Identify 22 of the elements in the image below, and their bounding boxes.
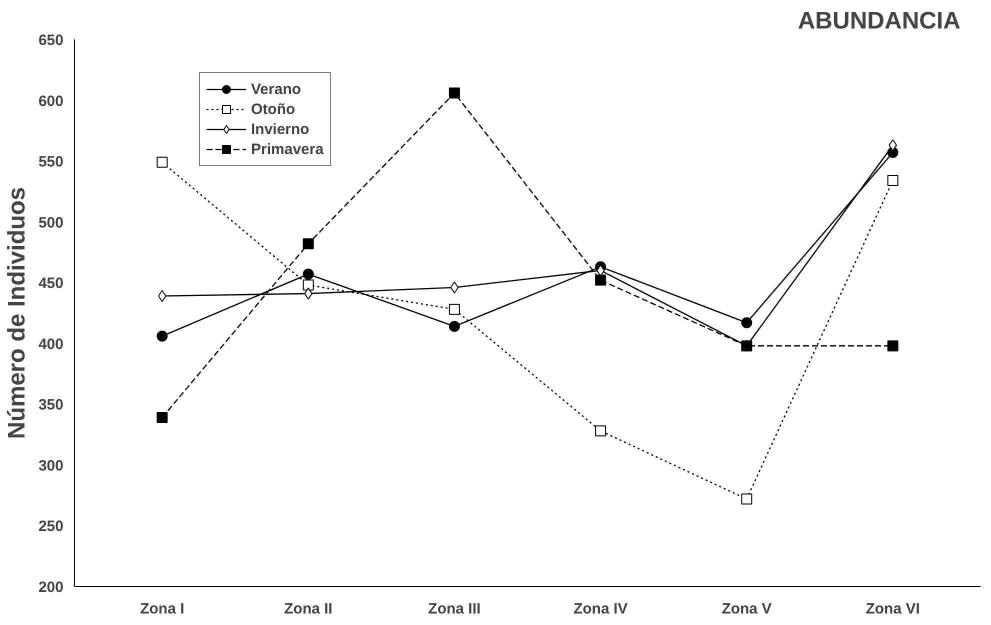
x-tick-label: Zona III (428, 600, 481, 618)
y-tick-label: 300 (38, 457, 64, 474)
x-tick-label: Zona VI (866, 600, 920, 618)
y-axis-title: Número de Individuos (3, 186, 30, 440)
chart-title: ABUNDANCIA (798, 8, 960, 34)
legend-label: Otoño (251, 100, 296, 118)
legend-label: Primavera (251, 140, 324, 158)
legend-label: Invierno (251, 120, 310, 138)
x-tick-label: Zona I (140, 600, 184, 618)
x-tick-label: Zona II (284, 600, 332, 618)
y-tick-label: 200 (38, 579, 64, 596)
y-tick-label: 600 (38, 92, 64, 110)
y-tick-label: 550 (38, 154, 64, 171)
y-tick-label: 500 (38, 214, 64, 232)
legend-label: Verano (251, 80, 302, 98)
y-tick-label: 250 (38, 518, 64, 536)
y-tick-label: 400 (38, 336, 64, 353)
y-tick-label: 350 (38, 396, 64, 414)
y-tick-label: 650 (38, 32, 64, 49)
y-tick-label: 450 (38, 275, 64, 292)
x-tick-label: Zona IV (573, 600, 628, 618)
x-tick-label: Zona V (722, 600, 772, 618)
